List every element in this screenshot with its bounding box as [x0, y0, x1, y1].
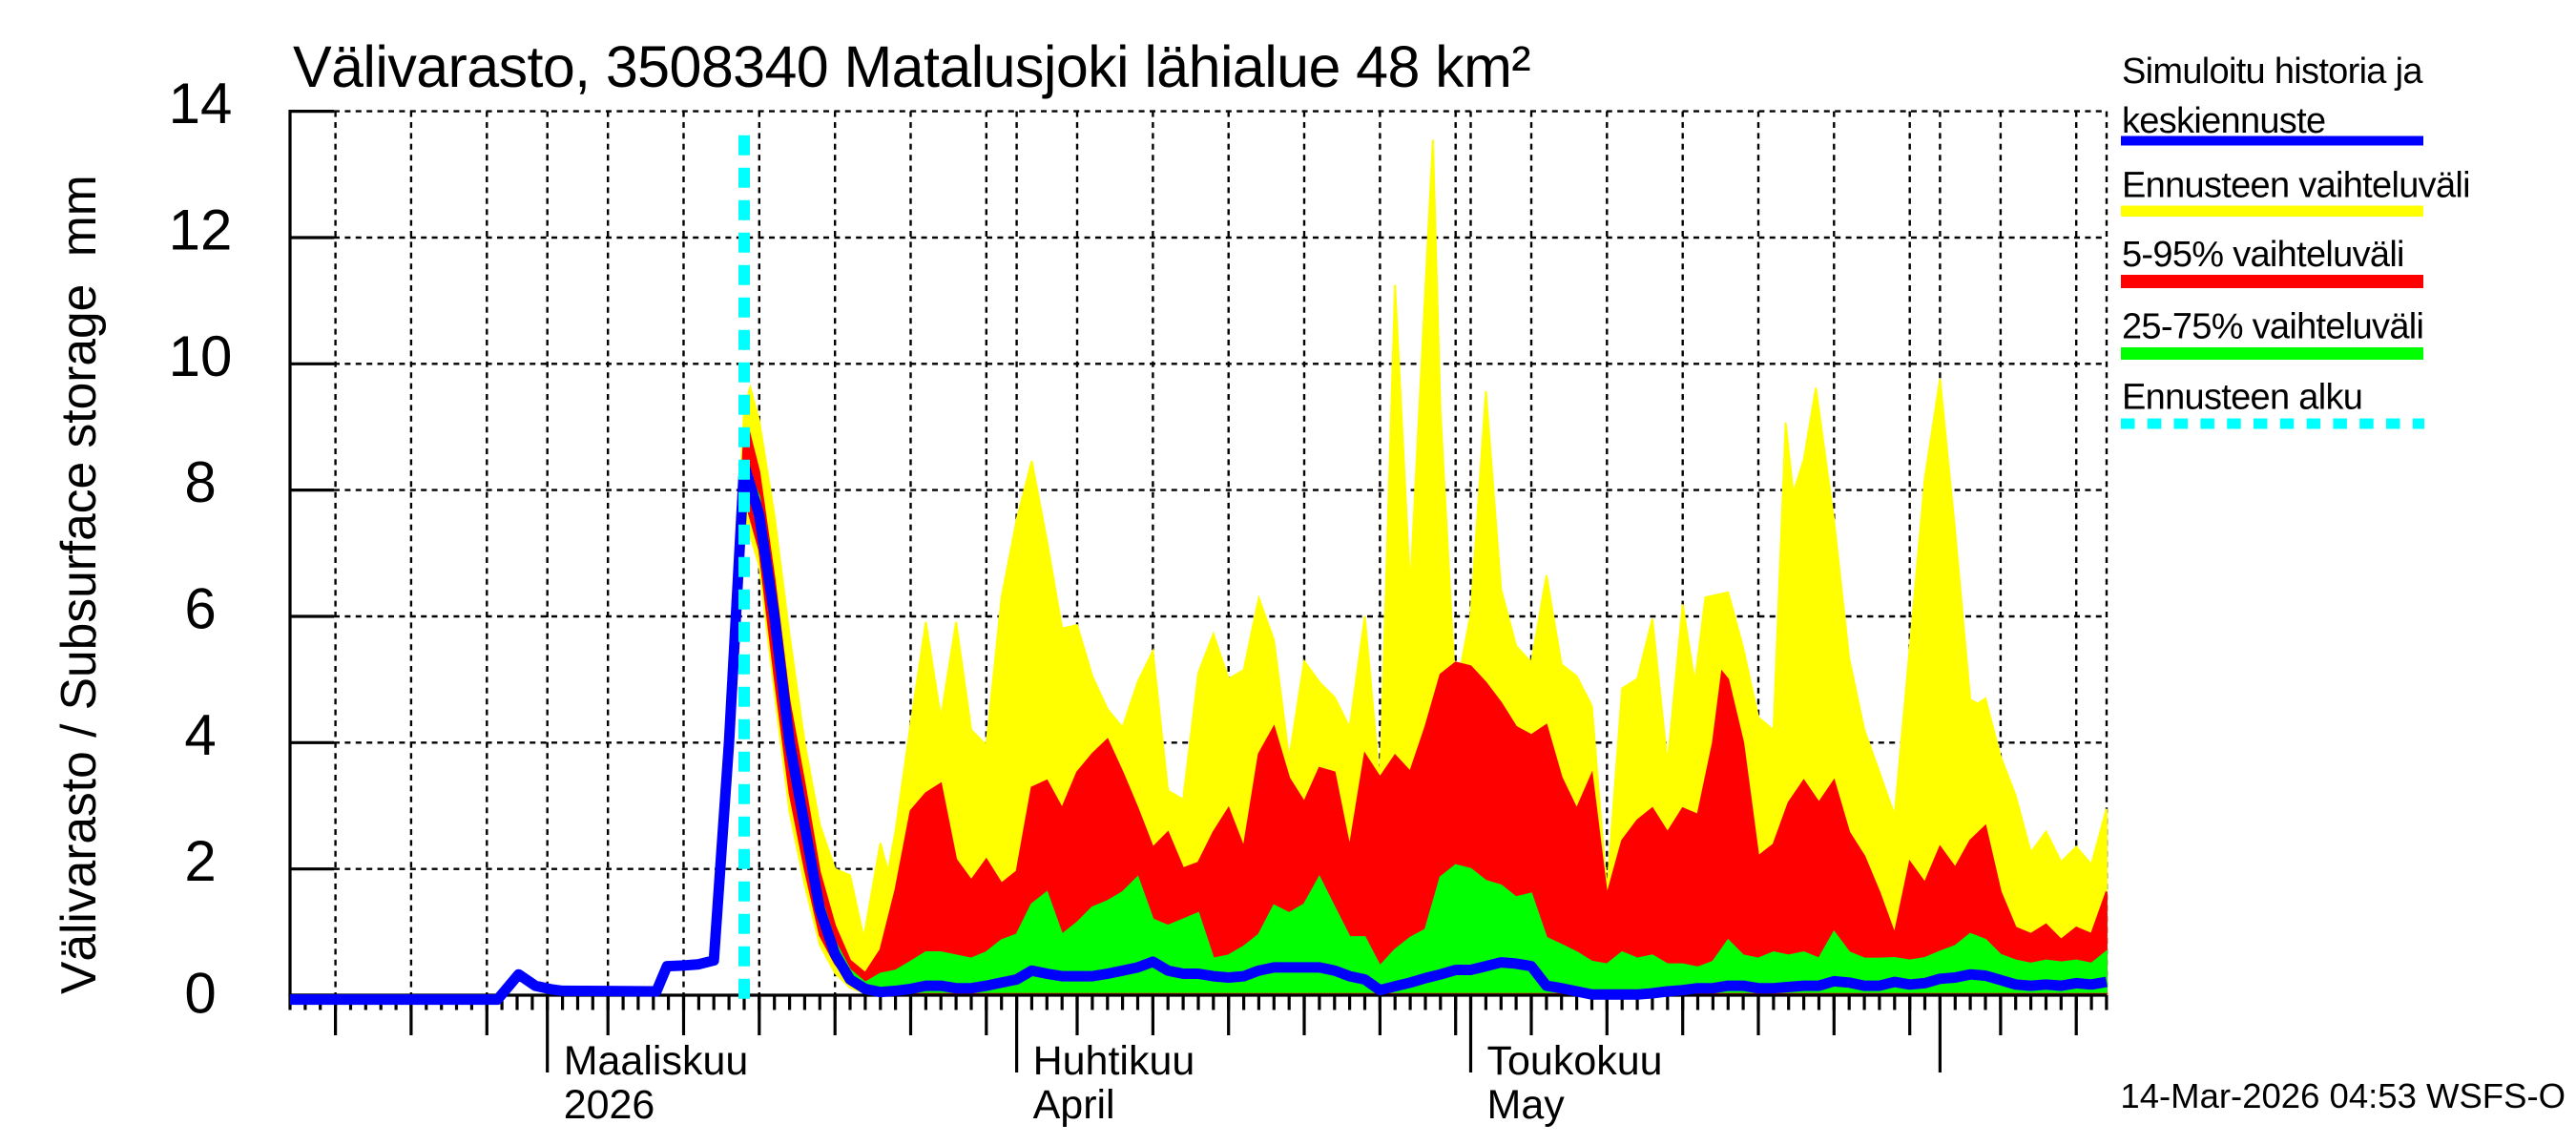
svg-text:2: 2 — [184, 829, 216, 893]
svg-text:8: 8 — [184, 450, 216, 514]
svg-text:4: 4 — [184, 703, 216, 767]
svg-text:2026: 2026 — [564, 1082, 655, 1128]
svg-text:Välivarasto / Subsurface stora: Välivarasto / Subsurface storage mm — [51, 175, 106, 994]
svg-text:Maaliskuu: Maaliskuu — [564, 1038, 749, 1084]
svg-text:10: 10 — [169, 324, 233, 388]
svg-text:0: 0 — [184, 962, 216, 1026]
svg-text:5-95% vaihteluväli: 5-95% vaihteluväli — [2122, 235, 2404, 275]
svg-text:Välivarasto, 3508340 Matalusjo: Välivarasto, 3508340 Matalusjoki lähialu… — [293, 34, 1530, 99]
svg-text:May: May — [1487, 1082, 1566, 1128]
svg-text:25-75% vaihteluväli: 25-75% vaihteluväli — [2122, 307, 2423, 347]
svg-text:Ennusteen vaihteluväli: Ennusteen vaihteluväli — [2122, 166, 2470, 206]
svg-text:6: 6 — [184, 577, 216, 641]
svg-text:Toukokuu: Toukokuu — [1487, 1038, 1663, 1084]
svg-text:12: 12 — [169, 198, 233, 262]
svg-text:14-Mar-2026 04:53 WSFS-O: 14-Mar-2026 04:53 WSFS-O — [2120, 1076, 2566, 1115]
svg-text:14: 14 — [169, 72, 233, 135]
svg-text:Ennusteen alku: Ennusteen alku — [2122, 378, 2362, 418]
svg-text:April: April — [1033, 1082, 1115, 1128]
svg-text:keskiennuste: keskiennuste — [2122, 101, 2325, 141]
svg-text:Simuloitu historia ja: Simuloitu historia ja — [2122, 52, 2423, 92]
svg-text:Huhtikuu: Huhtikuu — [1033, 1038, 1195, 1084]
